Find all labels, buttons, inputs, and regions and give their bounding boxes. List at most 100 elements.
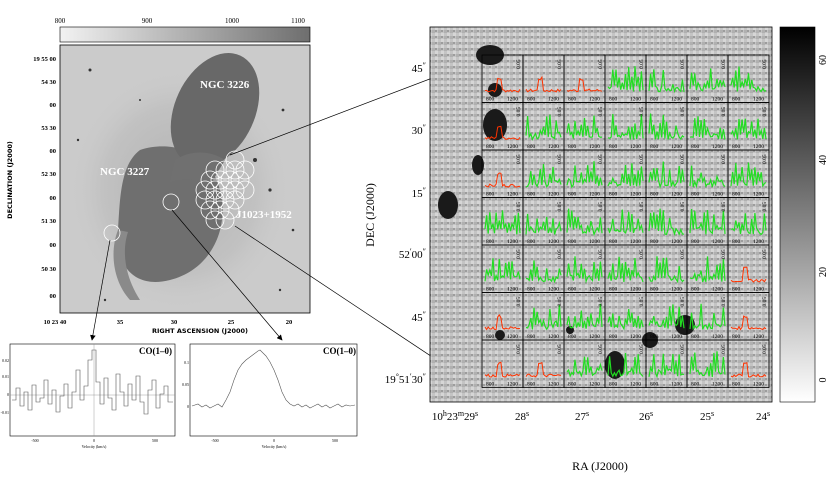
cell-ytick: 0.05 <box>762 249 768 259</box>
cell-ytick: 0.05 <box>516 154 522 164</box>
co-spectrum-detection <box>484 258 521 282</box>
cell-xtick: 800 <box>691 97 700 103</box>
cell-xtick: 800 <box>486 192 495 198</box>
cell-xtick: 800 <box>691 239 700 245</box>
cell-xtick: 1200 <box>671 239 682 245</box>
spec-right-xtick-2: 500 <box>332 438 338 443</box>
spec-left-xtick-0: -500 <box>31 438 38 443</box>
cell-ytick: 0.05 <box>639 297 645 307</box>
cell-xtick: 1200 <box>753 239 764 245</box>
cell-ytick: 0.05 <box>721 59 727 69</box>
cell-xtick: 1200 <box>630 97 641 103</box>
cell-xtick: 800 <box>732 144 741 150</box>
co-spectrum-detection <box>525 213 562 235</box>
cell-ytick: 0.05 <box>762 59 768 69</box>
cell-xtick: 800 <box>486 334 495 340</box>
cell-ytick: 0.05 <box>557 344 563 354</box>
co-spectrum-detection <box>730 162 767 188</box>
cell-xtick: 800 <box>568 97 577 103</box>
cell-xtick: 800 <box>609 144 618 150</box>
cell-ytick: 0.05 <box>598 59 604 69</box>
cell-xtick: 800 <box>650 239 659 245</box>
cell-ytick: 0.05 <box>680 202 686 212</box>
co-spectrum-detection <box>730 118 767 140</box>
cell-ytick: 0.05 <box>557 154 563 164</box>
cell-ytick: 0.05 <box>639 107 645 117</box>
cell-xtick: 800 <box>732 287 741 293</box>
spec-right-xtick-1: 0 <box>273 438 275 443</box>
co-spectrum-detection <box>730 213 767 236</box>
cell-xtick: 1200 <box>589 97 600 103</box>
cell-xtick: 800 <box>568 287 577 293</box>
dec-tick-3: 53 30 <box>41 125 56 132</box>
cell-xtick: 800 <box>568 382 577 388</box>
right-colorbar-tick-0: 0 <box>818 378 829 383</box>
co-spectrum-detection <box>648 161 685 189</box>
cell-xtick: 800 <box>527 239 536 245</box>
cell-xtick: 1200 <box>589 334 600 340</box>
cell-ytick: 0.05 <box>639 249 645 259</box>
co-spectrum-detection <box>607 209 644 234</box>
co-spectrum-detection <box>648 69 685 93</box>
cell-xtick: 1200 <box>548 144 559 150</box>
right-ylabel: DEC (J2000) <box>363 183 377 247</box>
cell-ytick: 0.05 <box>598 202 604 212</box>
cell-xtick: 800 <box>732 97 741 103</box>
cell-xtick: 1200 <box>630 287 641 293</box>
cell-xtick: 800 <box>609 239 618 245</box>
cell-xtick: 800 <box>691 144 700 150</box>
co-spectrum-detection <box>689 303 726 331</box>
left-colorbar <box>59 26 311 43</box>
cell-ytick: 0.05 <box>516 249 522 259</box>
co-spectrum-nondetection <box>730 266 767 283</box>
cell-xtick: 1200 <box>507 287 518 293</box>
cell-xtick: 1200 <box>630 382 641 388</box>
co-spectrum-detection <box>689 68 726 92</box>
dec-tick-10: 00 <box>50 293 57 300</box>
cell-ytick: 0.05 <box>639 344 645 354</box>
cell-xtick: 800 <box>568 334 577 340</box>
co-spectrum-detection <box>566 303 603 329</box>
right-colorbar-tick-20: 20 <box>818 267 829 277</box>
cell-xtick: 800 <box>486 97 495 103</box>
spectral-cell: 800 1200 0.05 <box>522 339 565 388</box>
cell-xtick: 1200 <box>630 239 641 245</box>
spectral-cell: 800 1200 0.05 <box>727 339 770 388</box>
co-spectrum-detection <box>607 309 644 331</box>
cell-xtick: 1200 <box>548 334 559 340</box>
cell-xtick: 800 <box>650 382 659 388</box>
co-spectrum-detection <box>648 208 685 237</box>
cell-xtick: 1200 <box>548 382 559 388</box>
co-spectrum-detection <box>607 66 644 92</box>
cell-xtick: 1200 <box>753 287 764 293</box>
dec-tick-8: 00 <box>50 242 57 249</box>
co-grid-panel: 800 1200 0.05 800 1200 0.05 800 1200 0.05 800 1200… <box>363 26 829 473</box>
cell-xtick: 800 <box>732 192 741 198</box>
co-spectrum-detection <box>730 66 767 93</box>
cell-ytick: 0.05 <box>680 59 686 69</box>
colorbar-tick-800: 800 <box>55 17 66 25</box>
co-beam-circles <box>103 150 255 242</box>
cell-xtick: 1200 <box>507 192 518 198</box>
cell-ytick: 0.05 <box>680 154 686 164</box>
cell-ytick: 0.05 <box>516 202 522 212</box>
dec-tick-1: 54 30 <box>41 79 56 86</box>
dec-tick-7: 51 30 <box>41 218 56 225</box>
co-spectrum-detection <box>525 260 562 284</box>
co-spectrum-detection <box>566 208 603 237</box>
right-xlabel: RA (J2000) <box>572 459 628 473</box>
cell-ytick: 0.05 <box>680 107 686 117</box>
cell-xtick: 800 <box>609 192 618 198</box>
cell-xtick: 800 <box>609 334 618 340</box>
cell-xtick: 1200 <box>548 97 559 103</box>
co-spectrum-detection <box>689 116 726 140</box>
colorbar-tick-1100: 1100 <box>291 17 305 25</box>
spec-left-xlabel: Velocity (km/s) <box>82 444 107 449</box>
right-ra-tick-0: 10h23m29s <box>432 409 478 423</box>
colorbar-tick-1000: 1000 <box>225 17 240 25</box>
co-spectrum-nondetection <box>525 361 562 378</box>
co-spectrum-detection <box>648 256 685 284</box>
cell-ytick: 0.05 <box>516 59 522 69</box>
cell-ytick: 0.05 <box>762 154 768 164</box>
cell-ytick: 0.05 <box>557 107 563 117</box>
